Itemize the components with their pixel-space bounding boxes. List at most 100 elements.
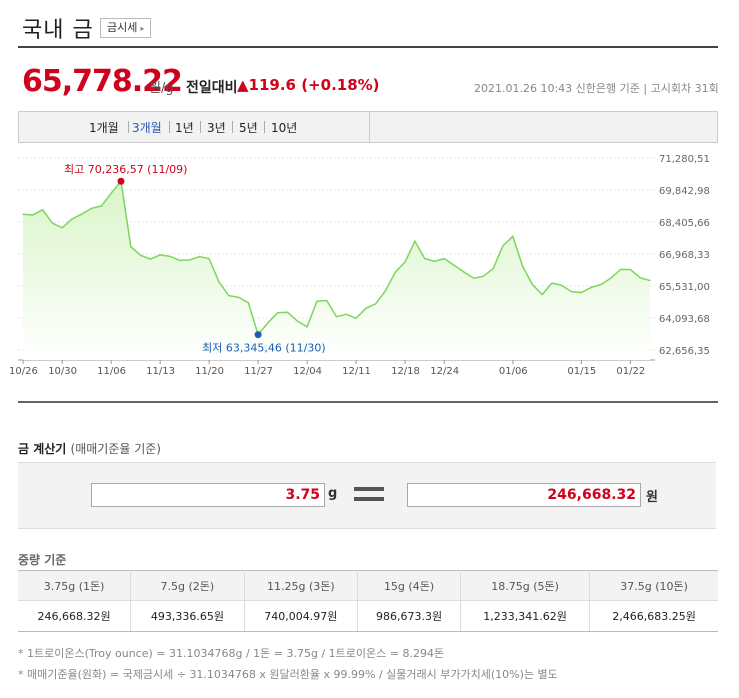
change-label: 전일대비 [186,80,238,96]
weight-value: 986,673.3원 [357,600,462,632]
weight-header: 3.75g (1돈) [18,570,132,601]
price-point [326,299,328,302]
tab-5-years[interactable]: 5년 [239,121,258,135]
price-point [110,192,112,194]
price-point [522,265,524,267]
chevron-right-icon: ▸ [140,24,145,33]
x-tick-label: 11/27 [244,366,273,377]
x-tick-label: 12/11 [342,366,371,377]
x-tick-label: 01/06 [499,366,528,377]
price-point [306,326,308,328]
price-point [649,279,651,282]
price-point [335,316,338,318]
price-point [580,291,583,294]
x-tick-label: 12/04 [293,366,322,377]
change-value: ▲119.6 (+0.18%) [237,76,380,94]
price-point [139,254,142,256]
price-point [453,264,455,266]
price-point [492,267,494,270]
y-axis-ticks: 71,280,51 69,842,98 68,405,66 66,968,33 65,5… [659,154,710,357]
price-point [267,322,269,324]
price-point [620,268,622,271]
weight-table-title: 중량 기준 [18,553,67,567]
price-point [208,258,210,260]
price-point [629,268,632,271]
tab-10-years[interactable]: 10년 [271,121,298,135]
x-tick-label: 11/20 [195,366,224,377]
calculator-subtitle: (매매기준율 기준) [70,442,161,456]
price-point [159,254,161,256]
won-output-value: 246,668.32 [547,487,636,503]
y-tick-label: 62,656,35 [659,346,710,357]
price-point [90,207,93,209]
y-tick-label: 66,968,33 [659,250,710,261]
y-tick-label: 68,405,66 [659,218,710,229]
x-tick-label: 12/24 [430,366,459,377]
weight-header: 18.75g (5돈) [460,570,591,601]
tab-1-month[interactable]: 1개월 [89,121,119,135]
won-unit: 원 [646,490,658,505]
y-tick-label: 71,280,51 [659,154,710,165]
price-point [502,245,504,247]
page-title: 국내 금 [22,18,94,43]
price-point [443,258,445,260]
price-point [188,259,191,261]
price-point [610,277,612,279]
price-point [384,290,387,292]
tab-1-year[interactable]: 1년 [175,121,194,135]
price-point [81,213,83,215]
weight-table-header-row: 3.75g (1돈) 7.5g (2돈) 11.25g (3돈) 15g (4돈… [18,570,718,601]
price-point [100,205,102,207]
note-exchange-rate: * 매매기준율(원화) = 국제금시세 ÷ 31.1034768 x 원달러환율… [18,668,558,681]
price-point [414,240,416,242]
tab-divider [232,121,233,133]
price-point [179,259,181,262]
gram-unit: g [328,486,338,501]
weight-header: 7.5g (2돈) [130,570,245,601]
weight-value: 1,233,341.62원 [460,600,591,632]
price-area [23,181,650,360]
price-point [365,307,367,309]
price-meta: 2021.01.26 10:43 신한은행 기준 | 고시회차 31회 [474,82,719,95]
max-point [117,177,125,185]
price-point [277,312,279,314]
gram-input[interactable]: 3.75 [91,483,325,507]
chart-divider [18,401,718,403]
price-point [22,213,24,215]
price-point [71,218,73,220]
tab-3-months[interactable]: 3개월 [132,121,162,135]
price-point [169,255,171,258]
price-point [237,296,240,298]
price-point [41,209,44,211]
weight-table: 3.75g (1돈) 7.5g (2돈) 11.25g (3돈) 15g (4돈… [18,570,718,632]
y-tick-label: 69,842,98 [659,186,710,197]
min-label: 최저 63,345,46 (11/30) [202,342,326,355]
weight-table-row: 246,668.32원 493,336.65원 740,004.97원 986,… [18,600,718,632]
price-unit: 원/g [149,81,174,96]
price-point [600,283,602,286]
price-point [571,291,573,293]
gold-price-button[interactable]: 금시세 ▸ [100,18,152,38]
weight-value: 246,668.32원 [18,600,132,632]
price-point [32,214,34,216]
x-tick-label: 01/22 [616,366,645,377]
gold-price-chart: 71,280,51 69,842,98 68,405,66 66,968,33 65,5… [9,154,710,377]
x-axis-ticks: 10/26 10/30 11/06 11/13 11/20 11/27 12/04 12/11… [9,360,645,377]
price-point [512,235,514,237]
y-tick-label: 65,531,00 [659,282,710,293]
price-point [375,303,377,305]
price-point [198,256,200,258]
x-tick-label: 11/06 [97,366,126,377]
header-divider [18,46,718,48]
tab-3-years[interactable]: 3년 [207,121,226,135]
weight-header: 37.5g (10돈) [589,570,718,601]
weight-header: 15g (4돈) [357,570,462,601]
x-tick-label: 12/18 [391,366,420,377]
won-output[interactable]: 246,668.32 [407,483,641,507]
current-price: 65,778.22 [22,64,183,99]
price-points [22,180,651,336]
max-label: 최고 70,236,57 (11/09) [64,163,188,176]
price-point [61,227,63,229]
note-troy-ounce: * 1트로이온스(Troy ounce) = 31.1034768g / 1돈 … [18,647,445,660]
gram-input-value: 3.75 [285,487,320,503]
